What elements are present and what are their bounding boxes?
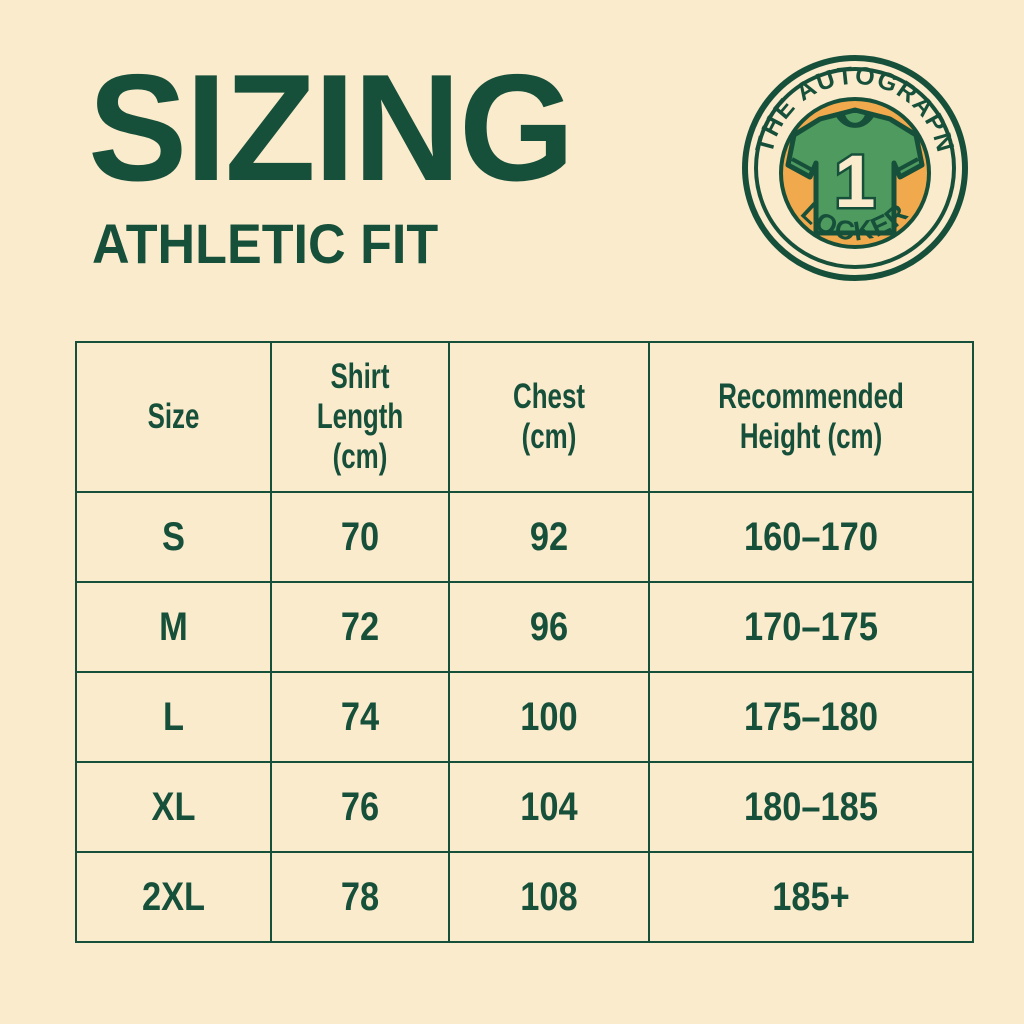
table-row: XL 76 104 180–185	[75, 761, 974, 853]
cell-size: S	[75, 491, 272, 583]
table-header-row: Size Shirt Length (cm) Chest (cm)	[76, 341, 973, 493]
cell-chest: 96	[448, 581, 650, 673]
table-row: L 74 100 175–180	[75, 671, 974, 763]
cell-chest: 104	[448, 761, 650, 853]
column-header-size: Size	[88, 341, 259, 493]
cell-size: M	[75, 581, 272, 673]
table-row: M 72 96 170–175	[75, 581, 974, 673]
cell-shirt-length: 76	[270, 761, 450, 853]
cell-chest: 108	[448, 851, 650, 943]
cell-shirt-length: 72	[270, 581, 450, 673]
jersey-icon	[785, 107, 925, 236]
cell-size: XL	[75, 761, 272, 853]
cell-chest: 100	[448, 671, 650, 763]
page-title: SIZING	[88, 43, 575, 213]
column-header-recommended-height: Recommended Height (cm)	[670, 341, 952, 493]
table-row: 2XL 78 108 185+	[75, 851, 974, 943]
cell-shirt-length: 74	[270, 671, 450, 763]
cell-size: L	[75, 671, 272, 763]
brand-logo-badge: 1 THE AUTOGRAPN LOCKER	[742, 55, 968, 281]
cell-chest: 92	[448, 491, 650, 583]
cell-recommended-height: 160–170	[648, 491, 974, 583]
cell-size: 2XL	[75, 851, 272, 943]
cell-recommended-height: 170–175	[648, 581, 974, 673]
cell-shirt-length: 70	[270, 491, 450, 583]
column-header-chest: Chest (cm)	[462, 341, 636, 493]
jersey-number: 1	[834, 140, 875, 223]
cell-recommended-height: 175–180	[648, 671, 974, 763]
sizing-table: Size Shirt Length (cm) Chest (cm)	[75, 341, 974, 943]
table-body: S 70 92 160–170 M 72 96 170–175 L 74 100…	[75, 491, 974, 943]
cell-shirt-length: 78	[270, 851, 450, 943]
page-subtitle: ATHLETIC FIT	[92, 211, 439, 275]
cell-recommended-height: 180–185	[648, 761, 974, 853]
cell-recommended-height: 185+	[648, 851, 974, 943]
header-block: SIZING ATHLETIC FIT	[88, 43, 728, 275]
column-header-shirt-length: Shirt Length (cm)	[282, 341, 438, 493]
table-row: S 70 92 160–170	[75, 491, 974, 583]
